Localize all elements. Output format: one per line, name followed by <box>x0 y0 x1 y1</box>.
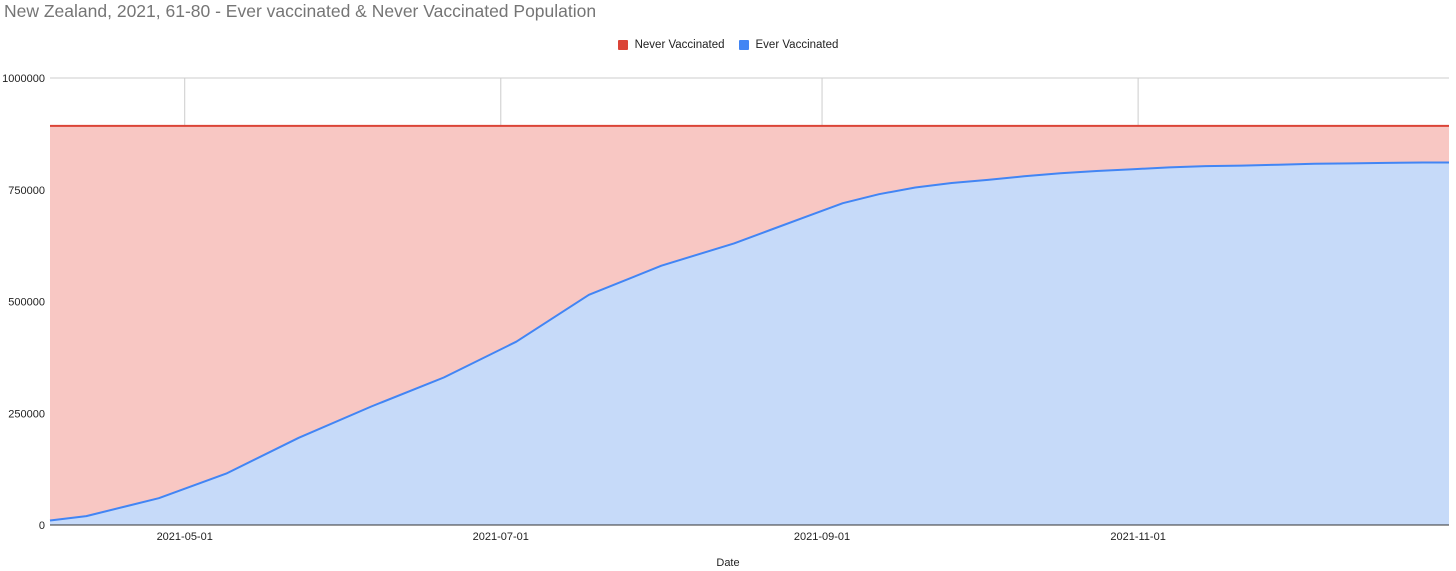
x-tick-label: 2021-09-01 <box>794 531 850 543</box>
y-tick-label: 500000 <box>8 297 45 309</box>
y-tick-label: 1000000 <box>2 73 45 85</box>
area-ever-vaccinated <box>50 162 1449 525</box>
series-lines <box>49 124 1449 522</box>
legend-swatch-never-vaccinated <box>617 40 628 50</box>
chart-title: New Zealand, 2021, 61-80 - Ever vaccinat… <box>4 1 597 21</box>
legend-label-never-vaccinated: Never Vaccinated <box>634 39 725 51</box>
x-tick-label: 2021-07-01 <box>473 531 529 543</box>
y-axis-ticks: 0 250000 500000 750000 1000000 <box>2 73 45 532</box>
y-tick-label: 250000 <box>8 408 45 420</box>
series-areas <box>50 125 1449 525</box>
legend-item-never-vaccinated[interactable]: Never Vaccinated <box>617 39 725 51</box>
legend: Never Vaccinated Ever Vaccinated <box>0 39 1456 51</box>
legend-swatch-ever-vaccinated <box>738 40 749 50</box>
legend-label-ever-vaccinated: Ever Vaccinated <box>755 39 839 51</box>
y-tick-label: 750000 <box>8 185 45 197</box>
x-tick-label: 2021-05-01 <box>157 531 213 543</box>
x-tick-label: 2021-11-01 <box>1110 531 1165 543</box>
legend-item-ever-vaccinated[interactable]: Ever Vaccinated <box>738 39 839 51</box>
x-axis-title: Date <box>716 557 740 569</box>
x-axis-ticks: 2021-05-01 2021-07-01 2021-09-01 2021-11-01 <box>157 531 1166 543</box>
y-tick-label: 0 <box>39 520 45 532</box>
line-ever-vaccinated <box>49 161 1449 522</box>
